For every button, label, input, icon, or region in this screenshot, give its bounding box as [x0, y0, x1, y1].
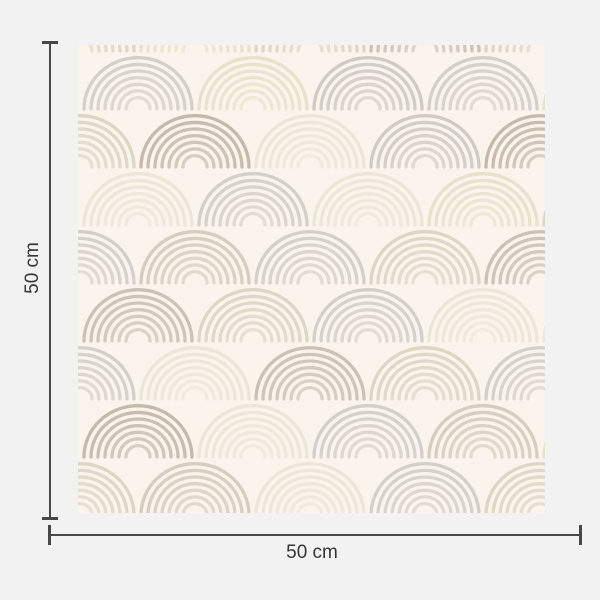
width-dimension-cap-right — [579, 525, 582, 545]
width-dimension-label: 50 cm — [286, 542, 338, 563]
height-dimension-cap-bottom — [42, 517, 58, 520]
height-dimension-line — [49, 42, 51, 519]
wallpaper-swatch — [78, 45, 545, 513]
width-dimension-line — [50, 534, 581, 536]
height-dimension-label: 50 cm — [22, 242, 43, 294]
width-dimension-cap-left — [48, 525, 51, 545]
height-dimension-cap-top — [42, 41, 58, 44]
